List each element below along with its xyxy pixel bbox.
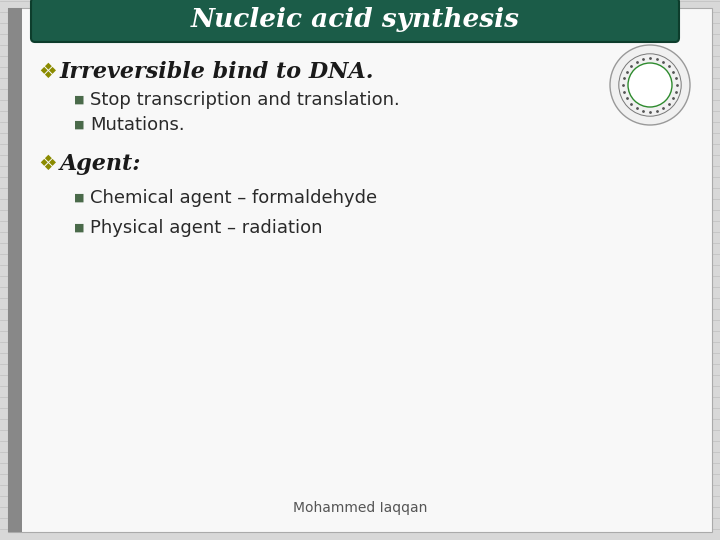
Text: Agent:: Agent: [60,153,142,175]
Bar [8,8,22,532]
Text: ■: ■ [74,223,84,233]
Text: Irreversible bind to DNA.: Irreversible bind to DNA. [60,61,374,83]
FancyBboxPatch shape [31,0,679,42]
Circle shape [610,45,690,125]
Circle shape [628,63,672,107]
Text: ■: ■ [74,193,84,203]
Text: ❖: ❖ [38,62,57,82]
Text: Nucleic acid synthesis: Nucleic acid synthesis [191,6,520,31]
Text: Stop transcription and translation.: Stop transcription and translation. [90,91,400,109]
Text: ❖: ❖ [38,154,57,174]
Text: Mohammed Iaqqan: Mohammed Iaqqan [293,501,427,515]
Text: Physical agent – radiation: Physical agent – radiation [90,219,323,237]
Text: Chemical agent – formaldehyde: Chemical agent – formaldehyde [90,189,377,207]
Text: Mutations.: Mutations. [90,116,184,134]
Text: ■: ■ [74,120,84,130]
Text: ■: ■ [74,95,84,105]
